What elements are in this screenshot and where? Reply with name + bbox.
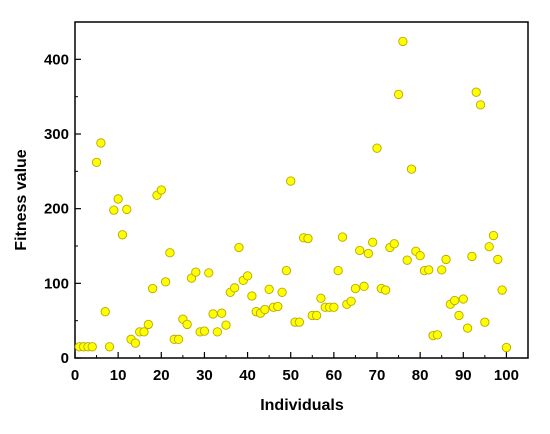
data-point [471,87,481,97]
data-point [432,330,443,340]
data-point [130,338,141,348]
data-point [273,301,283,312]
data-point [104,342,115,352]
y-axis-title: Fitness value [13,149,30,250]
data-point [484,242,494,252]
data-point [264,284,274,294]
x-tick-label: 80 [412,367,429,384]
data-point [182,319,192,330]
data-point [173,334,184,344]
x-tick-label: 60 [326,367,343,384]
data-point [204,268,214,278]
data-point [221,320,231,330]
data-point [234,242,244,253]
x-tick-label: 10 [110,367,127,384]
data-point [277,287,287,297]
data-point [406,164,417,174]
data-point [100,307,110,317]
data-point [497,285,507,295]
data-point [303,233,313,244]
data-point [437,265,447,275]
x-tick-label: 20 [153,367,170,384]
data-point [247,291,257,301]
data-point [160,277,171,287]
data-point [363,248,374,259]
data-point [281,265,292,276]
data-point [109,205,119,215]
data-point [480,317,490,327]
data-point [117,230,128,240]
data-point [316,293,326,303]
y-tick-label: 200 [44,201,69,218]
data-point [355,245,365,256]
y-tick-label: 0 [61,350,69,367]
data-point [143,319,153,330]
y-tick-label: 400 [44,51,69,68]
data-point [260,304,270,315]
x-tick-label: 70 [369,367,386,384]
data-point [454,310,464,321]
data-point [450,295,460,306]
data-point [113,194,123,204]
data-point [165,248,175,258]
data-point [139,327,149,337]
x-tick-label: 90 [455,367,472,384]
data-point [212,327,223,337]
data-point [501,342,512,353]
data-point [217,308,227,318]
x-tick-label: 0 [71,367,79,384]
x-axis-title: Individuals [260,397,344,414]
data-point [402,255,412,265]
data-point [208,309,218,319]
x-tick-label: 40 [239,367,256,384]
data-point [311,310,322,321]
data-point [191,267,201,277]
data-point [350,283,361,294]
data-point [122,204,132,215]
data-point [393,89,404,100]
data-point [346,296,356,306]
data-point [91,157,102,168]
data-point [87,342,97,352]
y-tick-label: 100 [44,275,69,292]
data-point [333,265,343,276]
data-point [372,143,382,153]
data-point [359,281,369,291]
data-point [475,100,486,110]
data-points [74,36,512,353]
data-point [424,265,434,275]
data-point [415,251,425,261]
data-point [488,230,499,241]
x-tick-label: 30 [196,367,213,384]
data-point [462,323,473,333]
plot-frame [74,21,529,359]
data-point [242,271,253,281]
data-point [380,285,391,295]
data-point [398,36,408,47]
data-point [389,239,399,249]
data-point [441,254,451,265]
data-point [199,326,210,336]
data-point [294,317,304,327]
data-point [96,138,106,148]
data-point [458,294,468,304]
data-point [493,254,503,265]
x-tick-label: 100 [494,367,519,384]
y-tick-label: 300 [44,126,69,143]
data-point [148,283,158,294]
data-point [329,302,339,312]
x-tick-label: 50 [282,367,299,384]
data-point [156,185,166,195]
data-point [467,251,477,262]
axis-ticks: 0 10 20 30 40 50 60 70 80 90 100 0 100 200 300 400 [44,21,519,384]
data-point [286,176,296,186]
data-point [368,237,378,247]
data-point [229,283,240,293]
data-point [337,232,348,242]
